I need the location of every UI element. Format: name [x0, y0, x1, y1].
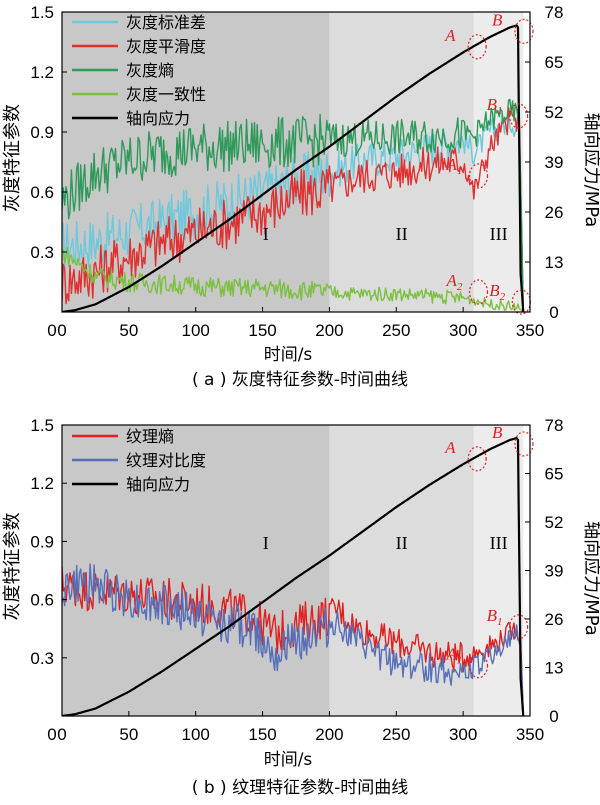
annotation-marker-3 — [468, 653, 489, 679]
series-line-1 — [62, 107, 524, 312]
annotation-label-2: B1 — [487, 606, 503, 628]
x-tick-label-7: 350 — [516, 321, 544, 340]
annotation-marker-2 — [509, 614, 529, 640]
annotation-marker-2 — [509, 103, 529, 129]
y-right-tick-label-6: 78 — [545, 3, 564, 22]
x-tick-label-2: 100 — [182, 725, 210, 744]
annotation-marker-0 — [467, 446, 487, 472]
y-tick-label-3: 1.2 — [30, 63, 54, 82]
y-tick-label-0: 0.3 — [30, 243, 54, 262]
x-axis-label: 时间/s — [264, 750, 313, 770]
y-right-axis-label: 轴向应力/MPa — [581, 521, 600, 636]
y-right-tick-label-5: 65 — [545, 53, 564, 72]
x-tick-label-1: 50 — [119, 725, 138, 744]
series-line-2 — [62, 98, 524, 312]
legend-label-0: 灰度标准差 — [126, 13, 206, 32]
legend-label-0: 纹理熵 — [126, 427, 174, 446]
y-tick-label-3: 1.2 — [30, 474, 54, 493]
x-tick-label-2: 100 — [182, 321, 210, 340]
x-tick-label-3: 150 — [248, 725, 276, 744]
annotation-marker-1 — [514, 431, 534, 457]
series-line-3 — [62, 247, 524, 312]
y-axis-label: 灰度特征参数 — [2, 513, 23, 621]
y-right-axis-label: 轴向应力/MPa — [581, 113, 600, 228]
series-line-4 — [62, 24, 525, 312]
legend-label-2: 轴向应力 — [126, 475, 190, 494]
legend-label-1: 纹理对比度 — [126, 451, 206, 470]
region-label-1: II — [396, 224, 408, 244]
x-tick-label-3: 150 — [248, 321, 276, 340]
x-tick-label-7: 350 — [516, 725, 544, 744]
y-tick-label-0: 0.3 — [30, 649, 54, 668]
annotation-marker-0 — [467, 34, 487, 60]
y-right-tick-label-4: 52 — [545, 513, 564, 532]
annotation-label-0: A — [444, 438, 456, 457]
annotation-label-3: A1 — [446, 645, 463, 667]
annotation-label-3: A1 — [446, 155, 463, 177]
region-label-1: II — [396, 533, 408, 553]
x-tick-label-1: 50 — [119, 321, 138, 340]
annotation-marker-1 — [514, 18, 534, 44]
region-iii — [473, 425, 524, 716]
y-right-tick-label-3: 39 — [545, 153, 564, 172]
y-right-tick-label-3: 39 — [545, 562, 564, 581]
annotation-label-0: A — [444, 26, 456, 45]
origin-label: 0 — [47, 321, 56, 340]
x-tick-label-0: 0 — [57, 321, 66, 340]
y-right-tick-label-2: 26 — [545, 610, 564, 629]
y-tick-label-1: 0.6 — [30, 591, 54, 610]
region-label-0: I — [263, 533, 269, 553]
y-right-tick-label-4: 52 — [545, 103, 564, 122]
y-right-tick-label-1: 13 — [545, 253, 564, 272]
region-label-2: III — [490, 533, 508, 553]
x-tick-label-4: 200 — [315, 725, 343, 744]
y-right-tick-label-1: 13 — [545, 659, 564, 678]
x-tick-label-6: 300 — [449, 725, 477, 744]
y-tick-label-1: 0.6 — [30, 183, 54, 202]
y-right-tick-label-2: 26 — [545, 203, 564, 222]
y-axis-label: 灰度特征参数 — [2, 104, 23, 212]
figure-caption: ( b ) 纹理特征参数-时间曲线 — [192, 778, 408, 798]
y-tick-label-4: 1.5 — [30, 3, 54, 22]
y-right-tick-label-5: 65 — [545, 465, 564, 484]
x-tick-label-0: 0 — [57, 725, 66, 744]
x-tick-label-5: 250 — [382, 321, 410, 340]
y-right-tick-label-0: 0 — [549, 303, 558, 322]
plot-area — [62, 437, 525, 716]
annotation-label-5: B2 — [489, 281, 505, 303]
region-label-2: III — [490, 224, 508, 244]
series-line-1 — [62, 563, 524, 716]
y-tick-label-2: 0.9 — [30, 532, 54, 551]
x-tick-label-6: 300 — [449, 321, 477, 340]
plot-area — [62, 24, 525, 312]
legend-label-2: 灰度熵 — [126, 61, 174, 80]
y-right-tick-label-0: 0 — [549, 707, 558, 726]
legend-label-1: 灰度平滑度 — [126, 37, 206, 56]
legend-label-4: 轴向应力 — [126, 109, 190, 128]
y-tick-label-2: 0.9 — [30, 123, 54, 142]
origin-label: 0 — [47, 725, 56, 744]
region-label-0: I — [263, 224, 269, 244]
annotation-label-2: B1 — [487, 95, 503, 117]
figure-caption: ( a ) 灰度特征参数-时间曲线 — [192, 370, 408, 390]
x-axis-label: 时间/s — [264, 345, 313, 365]
annotation-marker-3 — [468, 163, 489, 189]
annotation-label-1: B — [492, 10, 503, 29]
legend-label-3: 灰度一致性 — [126, 85, 206, 104]
annotation-label-1: B — [492, 423, 503, 442]
x-tick-label-4: 200 — [315, 321, 343, 340]
series-line-2 — [62, 437, 525, 716]
annotation-marker-4 — [468, 279, 489, 305]
y-right-tick-label-6: 78 — [545, 416, 564, 435]
y-tick-label-4: 1.5 — [30, 416, 54, 435]
annotation-label-4: A2 — [446, 271, 463, 293]
x-tick-label-5: 250 — [382, 725, 410, 744]
